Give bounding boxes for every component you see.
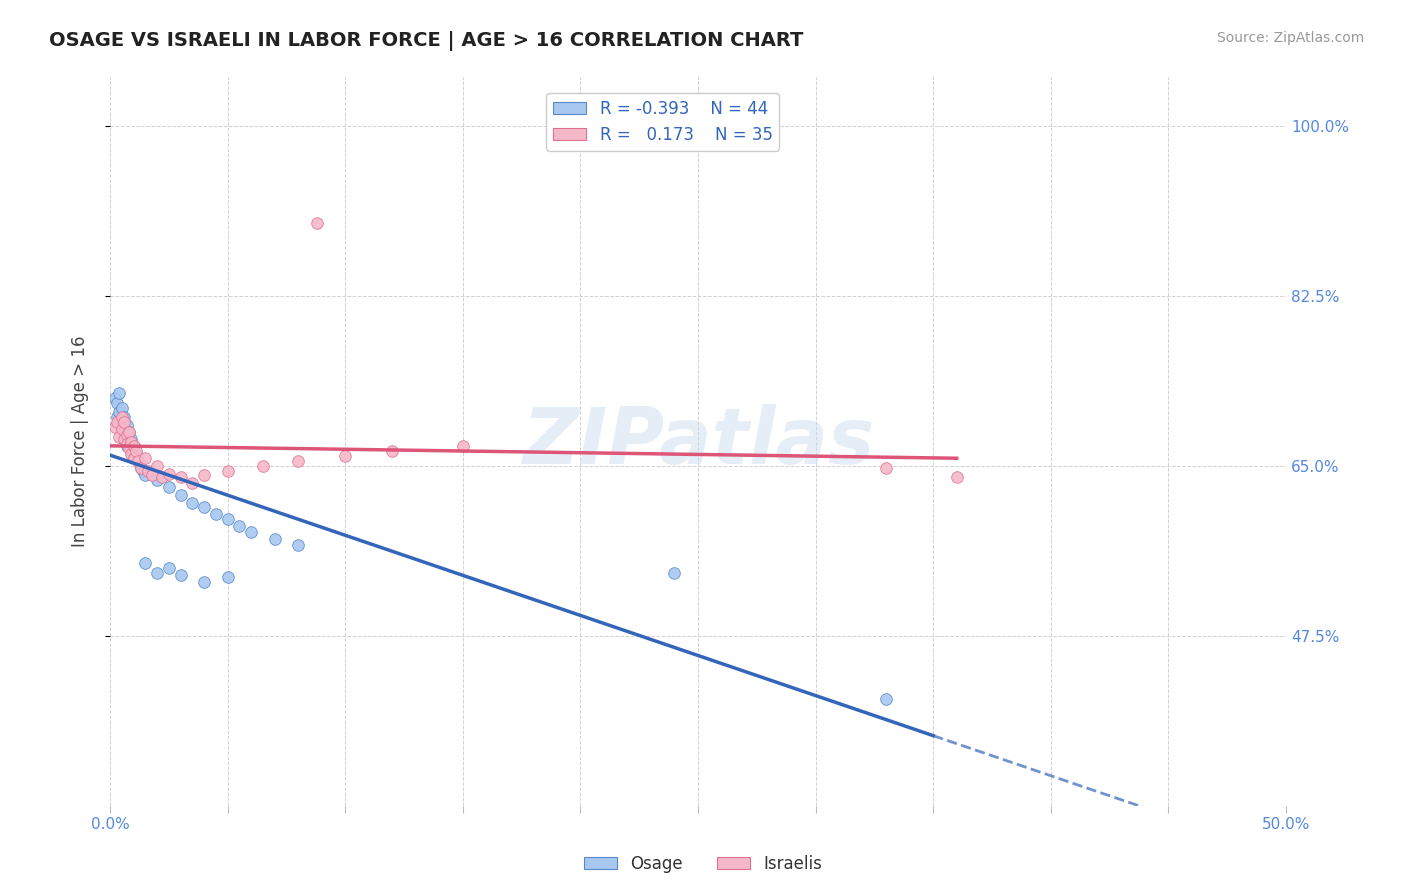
Point xyxy=(193,500,215,514)
Point xyxy=(108,430,131,444)
Point xyxy=(118,425,141,439)
Point xyxy=(252,458,274,473)
Point xyxy=(108,415,131,429)
Point xyxy=(664,566,686,580)
Point xyxy=(157,560,180,574)
Point xyxy=(112,432,135,446)
Legend: R = -0.393    N = 44, R =   0.173    N = 35: R = -0.393 N = 44, R = 0.173 N = 35 xyxy=(547,93,779,151)
Point xyxy=(122,450,145,465)
Point xyxy=(105,415,128,429)
Point xyxy=(125,444,148,458)
Point xyxy=(105,395,128,409)
Point xyxy=(108,386,131,401)
Point xyxy=(118,442,141,456)
Point xyxy=(157,480,180,494)
Point xyxy=(193,575,215,590)
Point xyxy=(111,412,134,426)
Point xyxy=(305,216,328,230)
Point xyxy=(120,447,142,461)
Point xyxy=(134,450,156,465)
Point xyxy=(228,519,250,533)
Point xyxy=(875,691,897,706)
Point xyxy=(945,470,967,484)
Point xyxy=(122,439,145,453)
Point xyxy=(169,567,191,582)
Point xyxy=(104,391,127,405)
Point xyxy=(104,420,127,434)
Point xyxy=(335,449,357,463)
Text: OSAGE VS ISRAELI IN LABOR FORCE | AGE > 16 CORRELATION CHART: OSAGE VS ISRAELI IN LABOR FORCE | AGE > … xyxy=(49,31,804,51)
Point xyxy=(125,447,148,461)
Point xyxy=(141,468,163,483)
Point xyxy=(105,410,128,425)
Point xyxy=(169,470,191,484)
Point xyxy=(111,410,134,425)
Point xyxy=(111,422,134,436)
Point xyxy=(381,444,404,458)
Point xyxy=(118,425,141,439)
Text: ZIPatlas: ZIPatlas xyxy=(522,403,875,480)
Point xyxy=(111,422,134,436)
Point xyxy=(115,437,138,451)
Point xyxy=(205,508,228,522)
Point xyxy=(193,468,215,483)
Y-axis label: In Labor Force | Age > 16: In Labor Force | Age > 16 xyxy=(72,335,89,548)
Point xyxy=(115,427,138,442)
Point xyxy=(112,415,135,429)
Point xyxy=(217,512,239,526)
Point xyxy=(146,566,169,580)
Point xyxy=(132,464,155,478)
Point xyxy=(112,432,135,446)
Point xyxy=(150,470,173,484)
Point xyxy=(112,410,135,425)
Point xyxy=(875,460,897,475)
Text: Source: ZipAtlas.com: Source: ZipAtlas.com xyxy=(1216,31,1364,45)
Point xyxy=(115,417,138,432)
Point xyxy=(127,454,149,468)
Point xyxy=(240,524,263,539)
Point xyxy=(120,444,142,458)
Point xyxy=(136,464,159,478)
Point xyxy=(118,437,141,451)
Point xyxy=(120,434,142,449)
Point xyxy=(120,432,142,446)
Point xyxy=(134,468,156,483)
Point xyxy=(127,454,149,468)
Point xyxy=(122,450,145,465)
Point xyxy=(217,464,239,478)
Legend: Osage, Israelis: Osage, Israelis xyxy=(578,848,828,880)
Point xyxy=(112,420,135,434)
Point xyxy=(129,460,152,475)
Point xyxy=(134,556,156,570)
Point xyxy=(169,488,191,502)
Point xyxy=(111,401,134,415)
Point xyxy=(263,532,285,546)
Point xyxy=(451,439,474,453)
Point xyxy=(157,467,180,481)
Point xyxy=(181,496,204,510)
Point xyxy=(129,460,152,475)
Point xyxy=(217,570,239,584)
Point xyxy=(146,474,169,488)
Point xyxy=(181,476,204,491)
Point xyxy=(115,439,138,453)
Point xyxy=(122,439,145,453)
Point xyxy=(108,405,131,419)
Point xyxy=(287,538,309,552)
Point xyxy=(146,458,169,473)
Point xyxy=(115,427,138,442)
Point xyxy=(287,454,309,468)
